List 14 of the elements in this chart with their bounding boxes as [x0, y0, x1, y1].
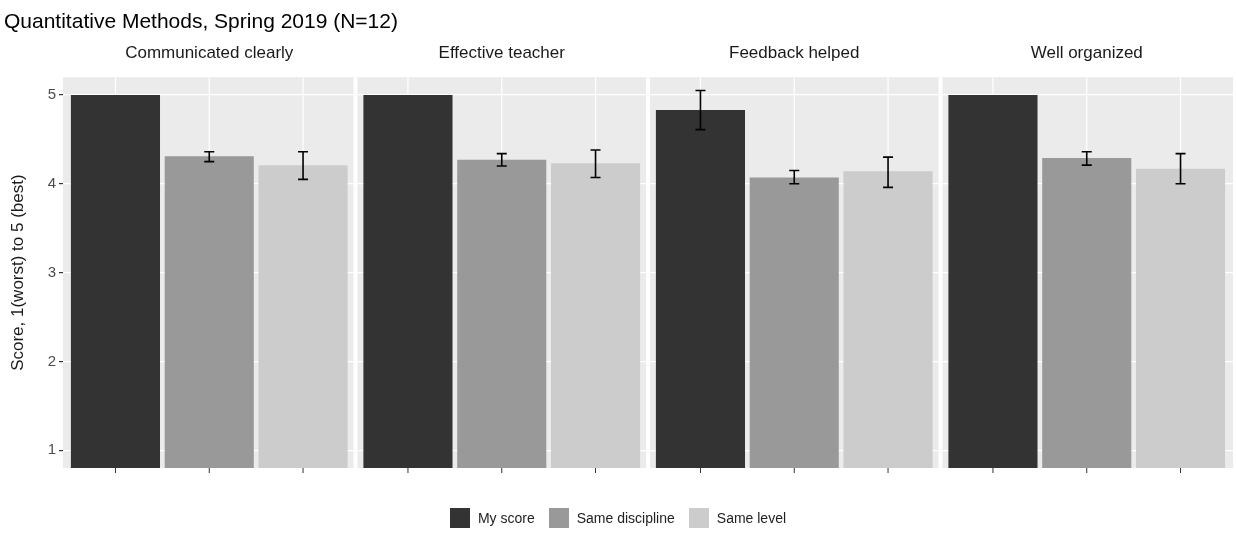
chart-title: Quantitative Methods, Spring 2019 (N=12): [4, 9, 398, 33]
x-tick-label: Well organized: [1030, 42, 1143, 62]
x-tick-label: Effective teacher: [438, 42, 566, 62]
x-tick-label: Feedback helped: [729, 42, 860, 62]
y-axis-title: Score, 1(worst) to 5 (best): [7, 174, 27, 371]
legend-label: Same discipline: [576, 510, 675, 526]
y-tick-label: 2: [47, 351, 56, 369]
legend-label: My score: [477, 510, 535, 526]
y-tick-label: 3: [47, 262, 56, 280]
y-tick-label: 4: [47, 173, 56, 191]
y-tick-label: 5: [47, 85, 56, 103]
y-tick-label: 1: [47, 440, 56, 458]
legend-label: Same level: [716, 510, 787, 526]
x-tick-label: Communicated clearly: [125, 42, 294, 62]
